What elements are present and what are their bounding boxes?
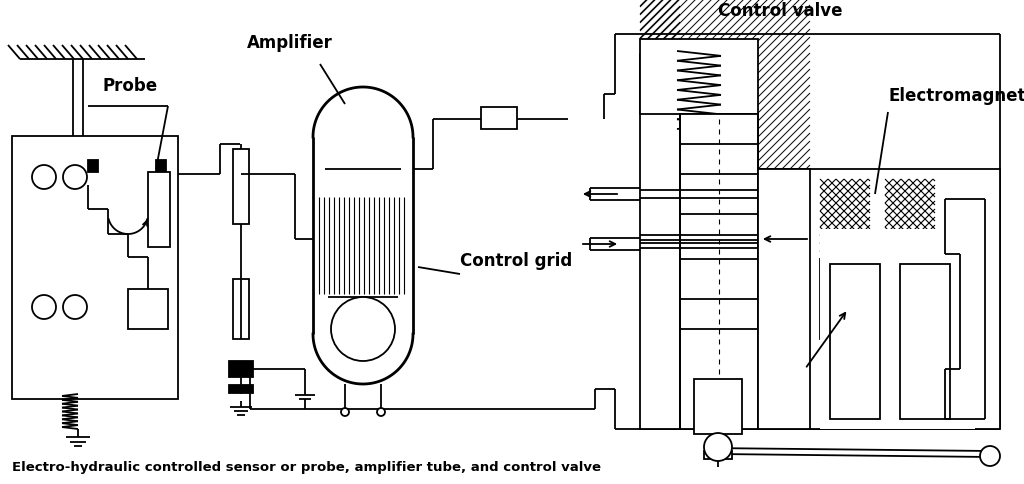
Text: Control grid: Control grid (460, 252, 572, 270)
Polygon shape (830, 264, 880, 419)
Circle shape (377, 408, 385, 416)
Polygon shape (885, 259, 935, 339)
Polygon shape (156, 161, 166, 173)
Polygon shape (88, 161, 98, 173)
Polygon shape (640, 55, 680, 429)
Polygon shape (705, 451, 732, 459)
Text: Electromagnet: Electromagnet (888, 87, 1024, 105)
Polygon shape (233, 279, 249, 339)
Circle shape (32, 295, 56, 319)
Circle shape (705, 433, 732, 461)
Circle shape (32, 166, 56, 190)
Polygon shape (900, 264, 950, 419)
Text: Amplifier: Amplifier (247, 34, 333, 52)
Polygon shape (229, 385, 253, 393)
Polygon shape (128, 289, 168, 329)
Polygon shape (820, 229, 975, 429)
Polygon shape (12, 136, 178, 399)
Circle shape (341, 408, 349, 416)
Polygon shape (820, 259, 870, 339)
Polygon shape (758, 170, 810, 429)
Text: Probe: Probe (102, 77, 158, 95)
Polygon shape (148, 173, 170, 247)
Polygon shape (481, 108, 517, 130)
Circle shape (63, 295, 87, 319)
Polygon shape (680, 115, 758, 429)
Polygon shape (233, 150, 249, 225)
Polygon shape (640, 40, 758, 115)
Polygon shape (758, 170, 1000, 429)
Polygon shape (694, 379, 742, 434)
Polygon shape (229, 361, 253, 377)
Circle shape (63, 166, 87, 190)
Text: Control valve: Control valve (718, 2, 843, 20)
Circle shape (331, 297, 395, 361)
Circle shape (980, 446, 1000, 466)
Text: Electro-hydraulic controlled sensor or probe, amplifier tube, and control valve: Electro-hydraulic controlled sensor or p… (12, 461, 601, 473)
